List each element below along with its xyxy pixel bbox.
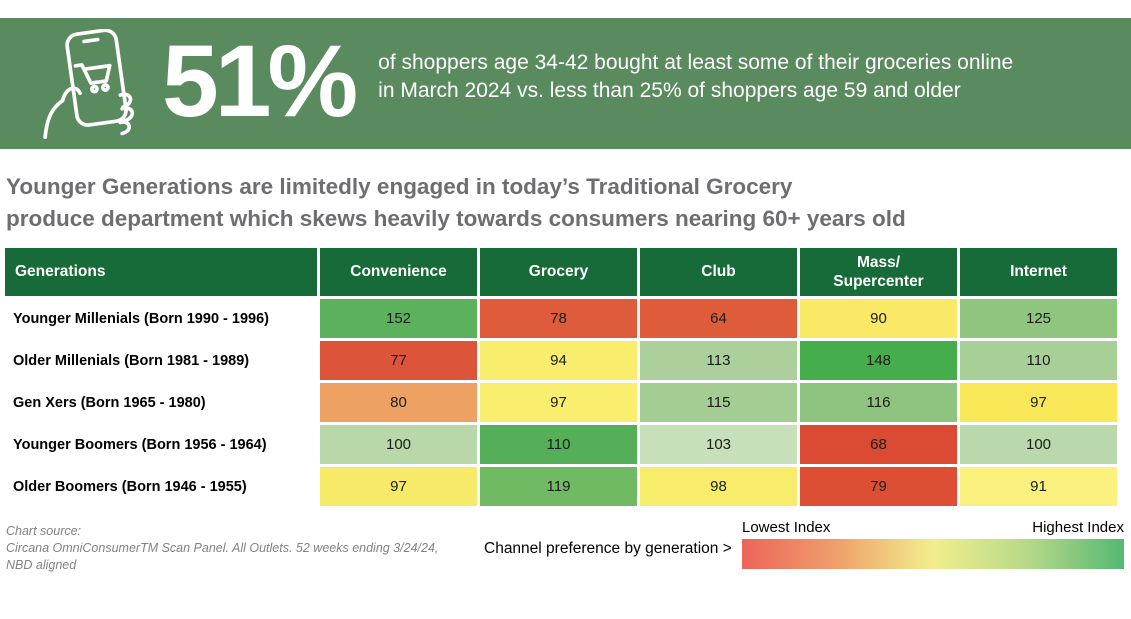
- table-row: Younger Millenials (Born 1990 - 1996) 15…: [5, 299, 1117, 338]
- infographic-page: 51% of shoppers age 34-42 bought at leas…: [0, 18, 1131, 574]
- legend-high-label: Highest Index: [1032, 519, 1124, 536]
- heatmap-cell: 100: [320, 425, 477, 464]
- heatmap-cell: 119: [480, 467, 637, 506]
- heatmap-cell: 68: [800, 425, 957, 464]
- stat-description-line2: in March 2024 vs. less than 25% of shopp…: [378, 78, 961, 102]
- stat-description-line1: of shoppers age 34-42 bought at least so…: [378, 50, 1014, 74]
- heatmap-cell: 115: [640, 383, 797, 422]
- table-row: Younger Boomers (Born 1956 - 1964) 100 1…: [5, 425, 1117, 464]
- page-title: Younger Generations are limitedly engage…: [6, 171, 1131, 234]
- heatmap-cell: 97: [320, 467, 477, 506]
- source-note-line1: Chart source:: [6, 524, 82, 538]
- generation-label: Gen Xers (Born 1965 - 1980): [5, 383, 317, 422]
- column-header-internet: Internet: [960, 248, 1117, 296]
- generation-label: Older Millenials (Born 1981 - 1989): [5, 341, 317, 380]
- heatmap-cell: 113: [640, 341, 797, 380]
- source-note-line2: Circana OmniConsumerTM Scan Panel. All O…: [6, 540, 439, 555]
- legend: Lowest Index Highest Index: [742, 519, 1124, 569]
- heatmap-cell: 80: [320, 383, 477, 422]
- page-title-line1: Younger Generations are limitedly engage…: [6, 174, 793, 199]
- heatmap-cell: 125: [960, 299, 1117, 338]
- heatmap-table: Generations Convenience Grocery Club Mas…: [2, 245, 1120, 509]
- heatmap-cell: 98: [640, 467, 797, 506]
- generation-label: Older Boomers (Born 1946 - 1955): [5, 467, 317, 506]
- column-header-mass-supercenter: Mass/ Supercenter: [800, 248, 957, 296]
- heatmap-cell: 77: [320, 341, 477, 380]
- generation-label: Younger Millenials (Born 1990 - 1996): [5, 299, 317, 338]
- page-title-line2: produce department which skews heavily t…: [6, 205, 906, 231]
- header-row: Generations Convenience Grocery Club Mas…: [5, 248, 1117, 296]
- heatmap-cell: 148: [800, 341, 957, 380]
- heatmap-cell: 78: [480, 299, 637, 338]
- heatmap-cell: 79: [800, 467, 957, 506]
- column-header-generations: Generations: [5, 248, 317, 296]
- heatmap-cell: 97: [480, 383, 637, 422]
- stat-banner: 51% of shoppers age 34-42 bought at leas…: [0, 18, 1131, 149]
- heatmap-cell: 97: [960, 383, 1117, 422]
- phone-shopping-cart-icon: [36, 28, 146, 139]
- legend-gradient-bar: [742, 539, 1124, 569]
- table-row: Older Millenials (Born 1981 - 1989) 77 9…: [5, 341, 1117, 380]
- stat-value: 51%: [162, 23, 358, 138]
- table-row: Older Boomers (Born 1946 - 1955) 97 119 …: [5, 467, 1117, 506]
- generation-label: Younger Boomers (Born 1956 - 1964): [5, 425, 317, 464]
- heatmap-cell: 116: [800, 383, 957, 422]
- table-row: Gen Xers (Born 1965 - 1980) 80 97 115 11…: [5, 383, 1117, 422]
- column-header-club: Club: [640, 248, 797, 296]
- heatmap-cell: 94: [480, 341, 637, 380]
- heatmap-cell: 100: [960, 425, 1117, 464]
- legend-low-label: Lowest Index: [742, 519, 831, 536]
- channel-note: Channel preference by generation >: [484, 540, 732, 557]
- heatmap-cell: 110: [960, 341, 1117, 380]
- heatmap-cell: 110: [480, 425, 637, 464]
- source-note-line3: NBD aligned: [6, 557, 77, 572]
- heatmap-cell: 90: [800, 299, 957, 338]
- column-header-grocery: Grocery: [480, 248, 637, 296]
- heatmap-cell: 152: [320, 299, 477, 338]
- heatmap-cell: 103: [640, 425, 797, 464]
- stat-description: of shoppers age 34-42 bought at least so…: [378, 49, 1013, 104]
- column-header-convenience: Convenience: [320, 248, 477, 296]
- heatmap-cell: 64: [640, 299, 797, 338]
- footer: Chart source: Circana OmniConsumerTM Sca…: [0, 519, 1131, 574]
- heatmap-cell: 91: [960, 467, 1117, 506]
- source-note: Chart source: Circana OmniConsumerTM Sca…: [6, 519, 484, 574]
